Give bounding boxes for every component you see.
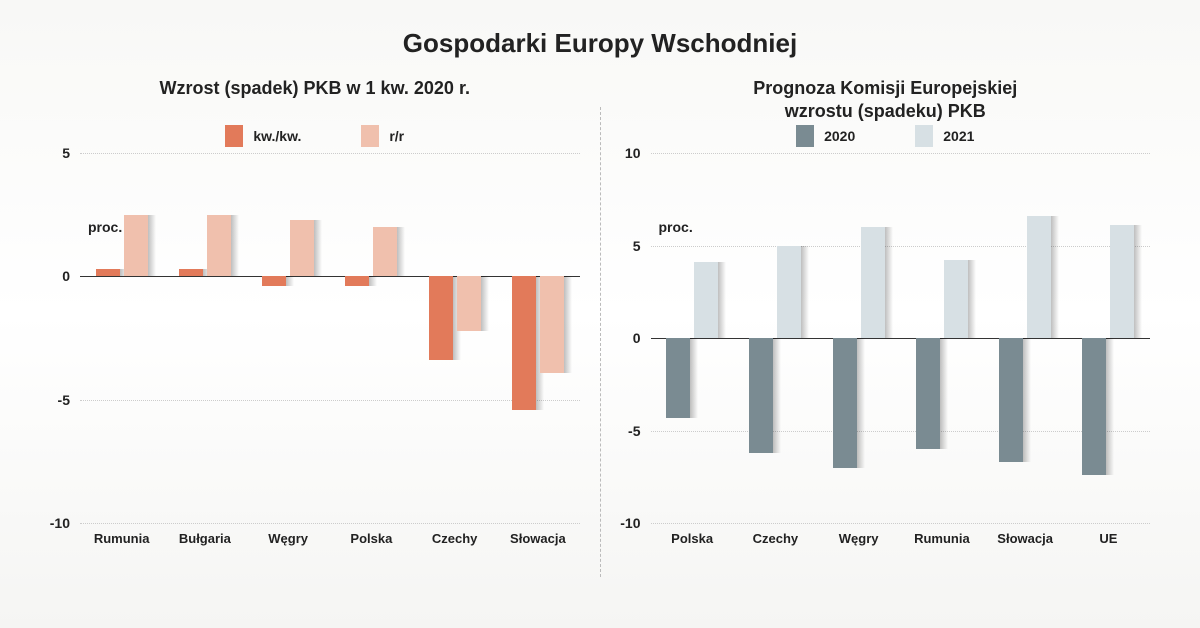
left-category xyxy=(80,153,163,523)
right-category xyxy=(734,153,817,523)
right-chart-panel: Prognoza Komisji Europejskiejwzrostu (sp… xyxy=(601,67,1171,607)
left-xlabel: Bułgaria xyxy=(163,523,246,546)
right-legend: 2020 2021 xyxy=(611,125,1161,147)
left-bar xyxy=(262,276,286,286)
right-gridline xyxy=(651,523,1151,524)
right-legend-item: 2021 xyxy=(915,125,974,147)
left-category xyxy=(496,153,579,523)
right-legend-item: 2020 xyxy=(796,125,855,147)
right-bar xyxy=(916,338,940,449)
left-xlabels: RumuniaBułgariaWęgryPolskaCzechySłowacja xyxy=(80,523,580,546)
right-legend-swatch xyxy=(915,125,933,147)
left-xlabel: Czechy xyxy=(413,523,496,546)
right-bar xyxy=(777,246,801,339)
right-ytick-label: 10 xyxy=(625,145,651,161)
left-bar xyxy=(512,276,536,409)
left-legend-label: r/r xyxy=(389,128,404,144)
right-bar xyxy=(861,227,885,338)
left-bar xyxy=(429,276,453,360)
right-category xyxy=(651,153,734,523)
right-ytick-label: 0 xyxy=(633,330,651,346)
left-legend-item: kw./kw. xyxy=(225,125,301,147)
left-legend-item: r/r xyxy=(361,125,404,147)
right-legend-label: 2020 xyxy=(824,128,855,144)
right-bar xyxy=(1110,225,1134,338)
left-chart-title: Wzrost (spadek) PKB w 1 kw. 2020 r. xyxy=(40,77,590,123)
right-xlabel: Polska xyxy=(651,523,734,546)
right-xlabel: Rumunia xyxy=(900,523,983,546)
right-chart-title: Prognoza Komisji Europejskiejwzrostu (sp… xyxy=(611,77,1161,123)
left-chart-panel: Wzrost (spadek) PKB w 1 kw. 2020 r. kw./… xyxy=(30,67,600,607)
left-category xyxy=(247,153,330,523)
right-category xyxy=(817,153,900,523)
right-bar xyxy=(1082,338,1106,475)
right-legend-swatch xyxy=(796,125,814,147)
right-ytick-label: -10 xyxy=(620,515,650,531)
right-bar xyxy=(999,338,1023,462)
right-plot: -10-50510 xyxy=(651,153,1151,523)
left-bar xyxy=(373,227,397,276)
left-ytick-label: -10 xyxy=(50,515,80,531)
right-bar xyxy=(694,262,718,338)
left-bar xyxy=(96,269,120,276)
left-category xyxy=(330,153,413,523)
right-xlabel: Czechy xyxy=(734,523,817,546)
left-xlabel: Węgry xyxy=(247,523,330,546)
right-xlabels: PolskaCzechyWęgryRumuniaSłowacjaUE xyxy=(651,523,1151,546)
left-legend-swatch xyxy=(361,125,379,147)
left-ytick-label: 5 xyxy=(62,145,80,161)
right-ytick-label: -5 xyxy=(628,423,650,439)
left-bar xyxy=(457,276,481,330)
left-category xyxy=(163,153,246,523)
right-bar xyxy=(666,338,690,418)
right-category xyxy=(1067,153,1150,523)
right-category xyxy=(984,153,1067,523)
left-plot: -10-505 xyxy=(80,153,580,523)
right-bar xyxy=(833,338,857,468)
left-ytick-label: 0 xyxy=(62,268,80,284)
right-bar xyxy=(749,338,773,453)
left-bar xyxy=(540,276,564,372)
left-bar xyxy=(345,276,369,286)
right-legend-label: 2021 xyxy=(943,128,974,144)
left-xlabel: Słowacja xyxy=(496,523,579,546)
right-category xyxy=(900,153,983,523)
left-xlabel: Polska xyxy=(330,523,413,546)
left-legend: kw./kw. r/r xyxy=(40,125,590,147)
right-ytick-label: 5 xyxy=(633,238,651,254)
page-title: Gospodarki Europy Wschodniej xyxy=(0,0,1200,67)
right-xlabel: Węgry xyxy=(817,523,900,546)
left-bar xyxy=(179,269,203,276)
left-xlabel: Rumunia xyxy=(80,523,163,546)
right-xlabel: UE xyxy=(1067,523,1150,546)
right-bar xyxy=(1027,216,1051,338)
left-bar xyxy=(290,220,314,277)
left-legend-swatch xyxy=(225,125,243,147)
left-bar xyxy=(207,215,231,277)
left-gridline xyxy=(80,523,580,524)
right-xlabel: Słowacja xyxy=(984,523,1067,546)
left-bar xyxy=(124,215,148,277)
left-ytick-label: -5 xyxy=(58,392,80,408)
left-category xyxy=(413,153,496,523)
left-legend-label: kw./kw. xyxy=(253,128,301,144)
charts-row: Wzrost (spadek) PKB w 1 kw. 2020 r. kw./… xyxy=(0,67,1200,607)
right-bar xyxy=(944,260,968,338)
